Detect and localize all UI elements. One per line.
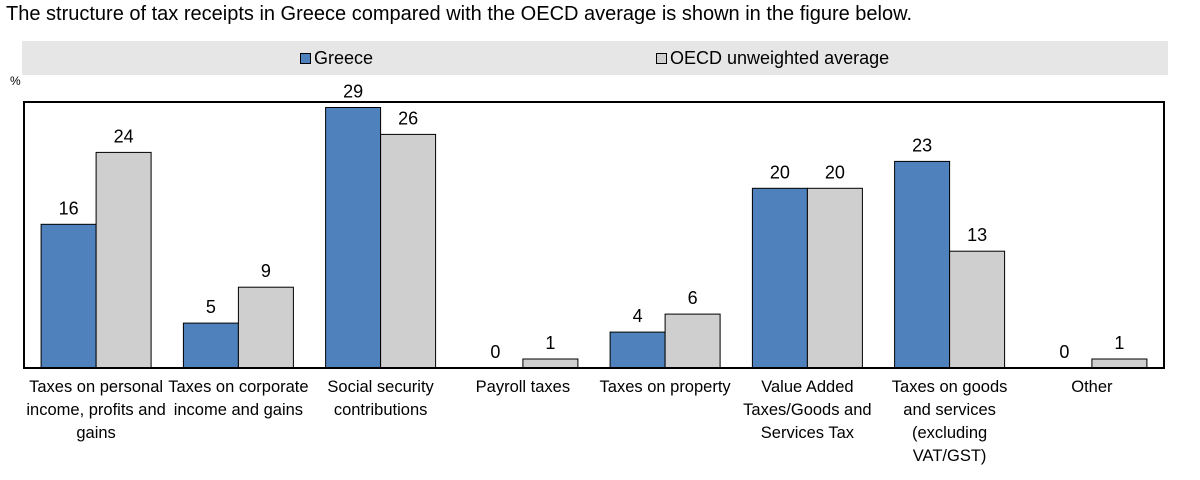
chart-caption: The structure of tax receipts in Greece … bbox=[6, 3, 912, 25]
bar-greece-1 bbox=[182, 322, 239, 369]
bar-greece-4 bbox=[609, 331, 666, 369]
legend-swatch-oecd bbox=[656, 52, 667, 64]
x-tick-label-3: Payroll taxes bbox=[475, 378, 571, 396]
x-tick-label-6: Taxes on goods and services (excluding V… bbox=[891, 378, 1008, 465]
data-label-oecd-7: 1 bbox=[1114, 333, 1124, 353]
data-label-greece-0: 16 bbox=[59, 198, 79, 218]
bar-oecd-3 bbox=[522, 358, 579, 369]
data-label-oecd-6: 13 bbox=[967, 225, 987, 245]
bar-oecd-2 bbox=[380, 133, 437, 369]
data-label-greece-6: 23 bbox=[912, 135, 932, 155]
bar-oecd-0 bbox=[95, 151, 152, 369]
data-label-greece-5: 20 bbox=[770, 162, 790, 182]
bar-oecd-5 bbox=[806, 187, 863, 369]
x-tick-label-7: Other bbox=[1071, 378, 1113, 396]
legend-label-greece: Greece bbox=[314, 47, 374, 68]
legend-item-greece: Greece bbox=[300, 41, 373, 75]
x-tick-label-4: Taxes on property bbox=[599, 378, 731, 396]
bar-oecd-6 bbox=[949, 250, 1006, 369]
data-label-greece-7: 0 bbox=[1059, 342, 1069, 362]
chart-legend: Greece OECD unweighted average bbox=[22, 41, 1168, 75]
data-label-oecd-0: 24 bbox=[114, 126, 134, 146]
x-tick-label-1: Taxes on corporate income and gains bbox=[168, 378, 309, 419]
x-tick-label-2: Social security contributions bbox=[327, 378, 434, 419]
bar-greece-2 bbox=[325, 107, 382, 369]
data-label-greece-2: 29 bbox=[343, 82, 363, 102]
x-tick-label-5: Value Added Taxes/Goods and Services Tax bbox=[743, 378, 872, 442]
data-label-oecd-5: 20 bbox=[825, 162, 845, 182]
bar-greece-0 bbox=[40, 223, 97, 369]
bar-oecd-7 bbox=[1091, 358, 1148, 369]
data-label-oecd-2: 26 bbox=[398, 108, 418, 128]
legend-item-oecd: OECD unweighted average bbox=[656, 41, 889, 75]
y-axis-unit-label: % bbox=[10, 74, 21, 88]
data-label-greece-4: 4 bbox=[633, 306, 643, 326]
legend-label-oecd: OECD unweighted average bbox=[670, 47, 890, 68]
data-label-oecd-1: 9 bbox=[261, 261, 271, 281]
bar-greece-6 bbox=[894, 160, 951, 369]
data-label-greece-1: 5 bbox=[206, 297, 216, 317]
legend-swatch-greece bbox=[300, 52, 311, 64]
data-label-oecd-3: 1 bbox=[545, 333, 555, 353]
bar-greece-5 bbox=[751, 187, 808, 369]
bar-oecd-1 bbox=[237, 286, 294, 369]
data-label-greece-3: 0 bbox=[490, 342, 500, 362]
x-tick-label-0: Taxes on personal income, profits and ga… bbox=[26, 378, 166, 442]
data-label-oecd-4: 6 bbox=[688, 288, 698, 308]
bar-oecd-4 bbox=[664, 313, 721, 369]
